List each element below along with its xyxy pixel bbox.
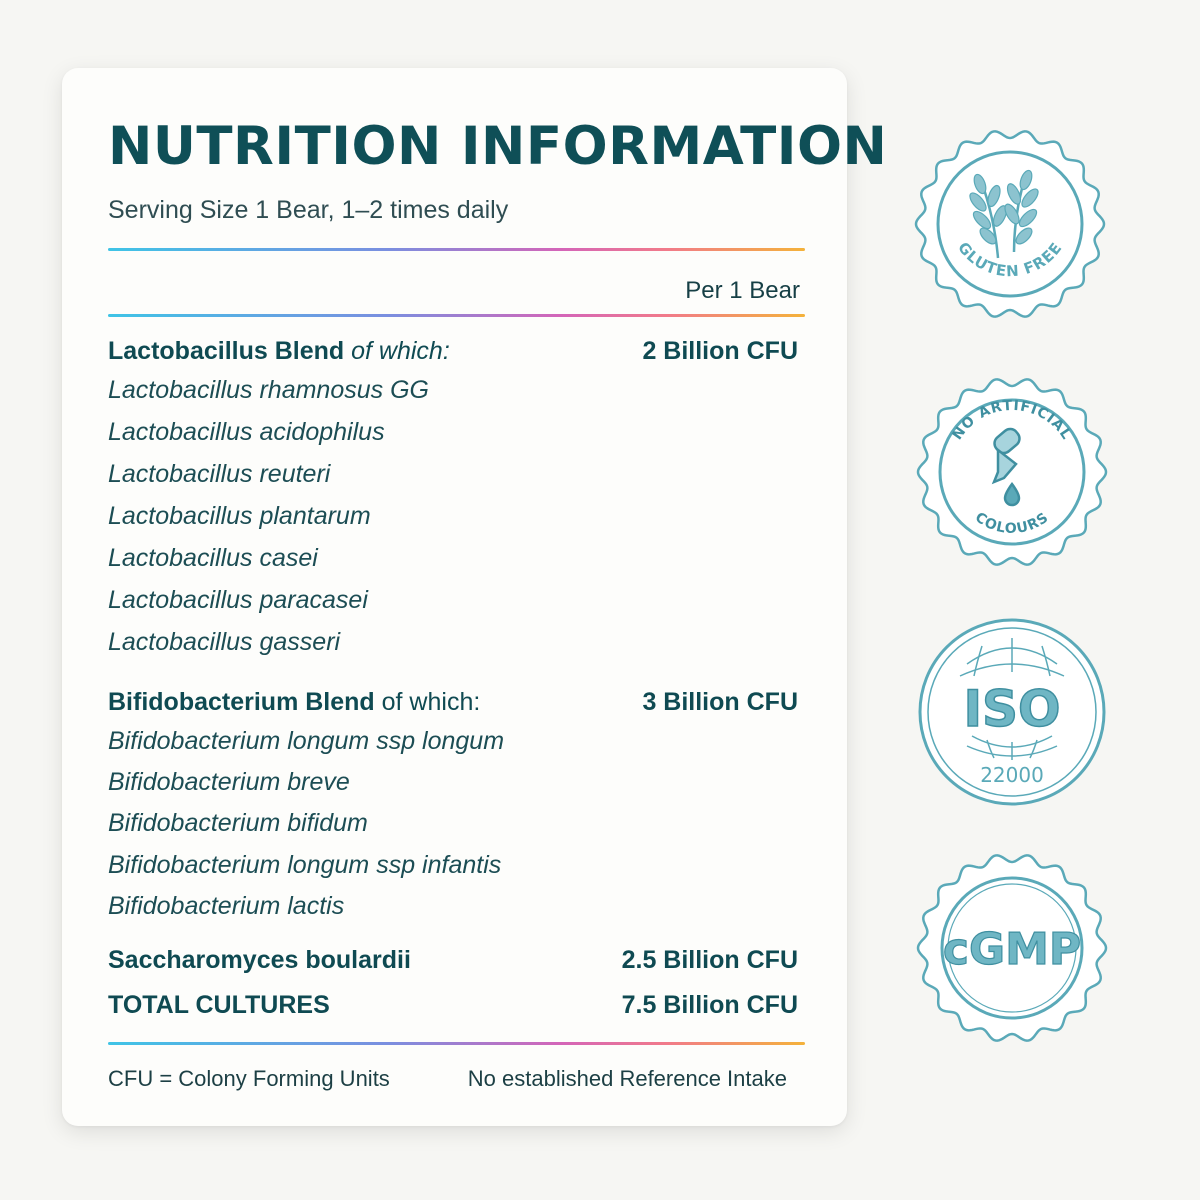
footnote-cfu: CFU = Colony Forming Units — [108, 1066, 390, 1091]
lactobacillus-blend-row: Lactobacillus Blend of which: 2 Billion … — [108, 334, 798, 368]
species-item: Lactobacillus casei — [108, 544, 318, 572]
divider — [108, 314, 805, 317]
nutrient-name: TOTAL CULTURES — [108, 990, 330, 1019]
species-item: Lactobacillus paracasei — [108, 586, 368, 614]
dropper-icon — [991, 427, 1021, 507]
nutrient-amount: 2 Billion CFU — [642, 336, 798, 365]
species-item: Bifidobacterium bifidum — [108, 809, 368, 837]
saccharomyces-row: Saccharomyces boulardii 2.5 Billion CFU — [108, 943, 798, 977]
gluten-free-badge: GLUTEN FREE — [910, 124, 1110, 324]
cgmp-badge: cGMP — [912, 848, 1112, 1048]
species-item: Bifidobacterium longum ssp infantis — [108, 851, 502, 879]
species-item: Lactobacillus acidophilus — [108, 418, 385, 446]
badge-sublabel: 22000 — [980, 763, 1044, 787]
bifidobacterium-blend-row: Bifidobacterium Blend of which: 3 Billio… — [108, 685, 798, 719]
globe-icon — [959, 638, 1065, 760]
nutrient-name: Saccharomyces boulardii — [108, 945, 411, 974]
nutrient-amount: 2.5 Billion CFU — [621, 945, 798, 974]
nutrient-amount: 3 Billion CFU — [642, 687, 798, 716]
panel-title: NUTRITION INFORMATION — [108, 116, 888, 177]
nutrition-panel: NUTRITION INFORMATION Serving Size 1 Bea… — [62, 68, 887, 1126]
nutrient-name: Lactobacillus Blend of which: — [108, 336, 450, 365]
wheat-icon — [969, 169, 1039, 259]
qualifier: of which: — [351, 336, 450, 365]
species-item: Lactobacillus reuteri — [108, 460, 331, 488]
divider — [108, 248, 805, 251]
species-item: Lactobacillus gasseri — [108, 628, 341, 656]
no-artificial-colours-badge: NO ARTIFICIAL COLOURS — [912, 372, 1112, 572]
total-cultures-row: TOTAL CULTURES 7.5 Billion CFU — [108, 988, 798, 1022]
species-item: Lactobacillus plantarum — [108, 502, 371, 530]
species-item: Bifidobacterium breve — [108, 768, 350, 796]
nutrient-amount: 7.5 Billion CFU — [621, 990, 798, 1019]
serving-size: Serving Size 1 Bear, 1–2 times daily — [108, 196, 509, 224]
footnote-reference-intake: No established Reference Intake — [467, 1066, 787, 1091]
species-item: Bifidobacterium lactis — [108, 892, 345, 920]
nutrient-name: Bifidobacterium Blend of which: — [108, 687, 481, 716]
species-item: Bifidobacterium longum ssp longum — [108, 727, 505, 755]
qualifier: of which: — [381, 687, 481, 716]
species-item: Lactobacillus rhamnosus GG — [108, 376, 429, 404]
column-header: Per 1 Bear — [685, 277, 800, 304]
iso-22000-badge: ISO 22000 — [912, 612, 1112, 812]
divider — [108, 1042, 805, 1045]
badge-label: cGMP — [943, 924, 1081, 975]
badge-label: ISO — [963, 680, 1060, 738]
